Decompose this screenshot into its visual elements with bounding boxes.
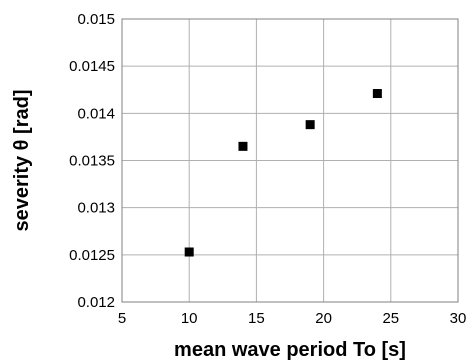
x-tick-label: 25 [382, 310, 399, 327]
y-tick-label: 0.014 [77, 105, 115, 122]
x-tick-label: 5 [118, 310, 126, 327]
x-axis-label: mean wave period To [s] [174, 339, 406, 361]
x-tick-label: 30 [450, 310, 467, 327]
y-axis-ticks: 0.012 0.0125 0.013 0.0135 0.014 0.0145 0.015 [69, 11, 115, 311]
y-tick-label: 0.0145 [69, 58, 115, 75]
y-tick-label: 0.013 [77, 200, 115, 217]
y-axis-label: severity θ [rad] [11, 90, 33, 232]
x-tick-label: 20 [315, 310, 332, 327]
x-tick-label: 10 [181, 310, 198, 327]
y-tick-label: 0.012 [77, 294, 115, 311]
data-points [184, 89, 382, 257]
plot-area [121, 18, 459, 303]
data-point [372, 89, 382, 99]
data-point [238, 141, 248, 151]
data-point [305, 120, 315, 130]
y-tick-label: 0.015 [77, 11, 115, 28]
x-axis-ticks: 5 10 15 20 25 30 [118, 310, 467, 327]
data-point [184, 247, 194, 257]
y-tick-label: 0.0125 [69, 247, 115, 264]
x-tick-label: 15 [248, 310, 265, 327]
grid [121, 18, 459, 303]
y-tick-label: 0.0135 [69, 153, 115, 170]
